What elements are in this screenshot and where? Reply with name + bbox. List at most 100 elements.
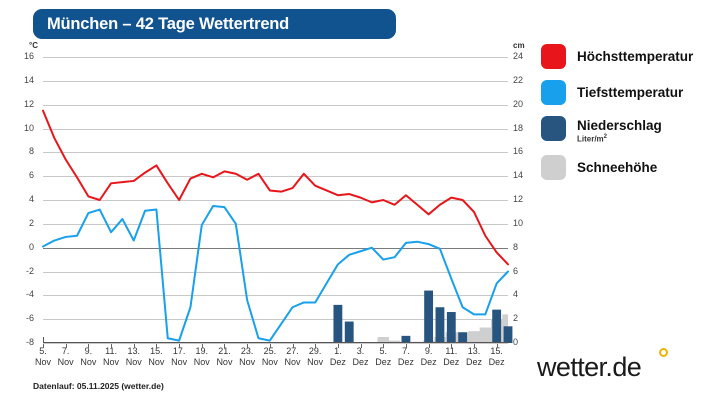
plot-area <box>42 57 513 344</box>
x-tick-mark <box>315 343 317 348</box>
x-tick-month: Dez <box>420 357 437 367</box>
legend-item-niederschlag[interactable]: Niederschlag Liter/m2 <box>541 116 716 144</box>
x-tick-day: 15. <box>490 346 503 356</box>
chart-canvas <box>42 109 513 343</box>
x-tick-7-Nov: 7. Nov <box>46 346 86 368</box>
legend-label-precipitation: Niederschlag <box>577 118 662 133</box>
y-tick-right-22: 22 <box>513 74 524 85</box>
x-tick-month: Nov <box>239 357 256 367</box>
x-tick-5-Dez: 5. Dez <box>363 346 403 368</box>
chart-title-bar: München – 42 Tage Wettertrend <box>33 9 396 39</box>
precipitation-bar <box>401 335 411 343</box>
y-tick-left--6: -6 <box>25 313 34 324</box>
x-tick-day: 5. <box>379 346 387 356</box>
gridline--8 <box>43 343 508 344</box>
y-tick-right-14: 14 <box>513 170 524 181</box>
y-tick-left-14: 14 <box>23 74 34 85</box>
x-tick-day: 13. <box>127 346 140 356</box>
x-tick-21-Nov: 21. Nov <box>204 346 244 368</box>
gridline-14 <box>43 80 508 82</box>
x-tick-month: Nov <box>125 357 142 367</box>
legend-swatch-snow-depth <box>541 154 566 180</box>
x-tick-month: Dez <box>488 357 505 367</box>
x-tick-day: 29. <box>308 346 322 356</box>
max-temperature-line <box>42 109 509 266</box>
legend-swatch-precipitation <box>541 116 566 141</box>
chart-legend: Höchsttemperatur Tiefsttemperatur Nieder… <box>541 44 716 191</box>
x-tick-17-Nov: 17. Nov <box>159 346 199 368</box>
x-axis-origin-tick <box>43 337 44 343</box>
x-tick-mark <box>111 343 113 348</box>
gridline-4 <box>43 200 508 201</box>
x-tick-month: Dez <box>465 357 482 367</box>
y-tick-right-18: 18 <box>513 122 524 133</box>
x-tick-mark <box>451 343 453 348</box>
precipitation-bar <box>446 312 456 343</box>
y-tick-right-24: 24 <box>513 51 524 61</box>
x-tick-day: 15. <box>150 346 163 356</box>
y-tick-right-20: 20 <box>513 98 524 109</box>
x-tick-15-Dez: 15. Dez <box>477 346 517 368</box>
x-tick-mark <box>65 343 67 348</box>
x-tick-mark <box>156 343 158 348</box>
y-tick-right-2: 2 <box>513 313 519 324</box>
x-tick-25-Nov: 25. Nov <box>250 346 290 368</box>
legend-swatch-max-temp <box>541 44 566 69</box>
legend-label-min-temp: Tiefsttemperatur <box>577 85 684 100</box>
x-tick-day: 5. <box>39 346 47 356</box>
gridline-10 <box>43 128 508 130</box>
legend-item-tiefsttemperatur[interactable]: Tiefsttemperatur <box>541 80 716 105</box>
x-tick-month: Dez <box>443 357 460 367</box>
x-tick-day: 9. <box>424 346 433 356</box>
gridline--4 <box>43 295 508 297</box>
x-tick-day: 11. <box>445 346 458 356</box>
x-tick-9-Nov: 9. Nov <box>68 346 108 368</box>
legend-item-hoechsttemperatur[interactable]: Höchsttemperatur <box>541 44 716 69</box>
y-tick-right-16: 16 <box>513 146 524 157</box>
y-tick-right-10: 10 <box>513 217 524 228</box>
x-axis-line <box>43 342 508 343</box>
precipitation-bar <box>424 290 434 343</box>
y-tick-left--8: -8 <box>25 337 34 347</box>
gridline-0 <box>43 247 508 249</box>
x-tick-mark <box>269 343 271 348</box>
y-tick-left--4: -4 <box>25 289 34 300</box>
brand-dot-icon <box>659 348 668 357</box>
x-tick-month: Dez <box>397 357 414 367</box>
x-tick-mark <box>247 343 249 348</box>
gridline--6 <box>43 319 508 321</box>
precipitation-bar <box>458 332 468 343</box>
y-tick-left-8: 8 <box>28 146 34 157</box>
x-tick-7-Dez: 7. Dez <box>386 346 426 368</box>
x-tick-13-Dez: 13. Dez <box>454 346 494 368</box>
x-tick-15-Nov: 15. Nov <box>136 346 176 368</box>
x-tick-mark <box>383 343 385 348</box>
x-tick-day: 3. <box>356 346 365 356</box>
x-tick-3-Dez: 3. Dez <box>341 346 381 368</box>
y-tick-right-0: 0 <box>513 337 519 347</box>
y-tick-right-12: 12 <box>513 194 524 204</box>
x-tick-day: 11. <box>105 346 117 356</box>
x-tick-mark <box>179 343 181 348</box>
x-tick-mark <box>133 343 135 348</box>
x-tick-month: Dez <box>352 357 369 367</box>
y-tick-left-16: 16 <box>23 51 34 61</box>
x-tick-11-Dez: 11. Dez <box>431 346 471 368</box>
x-tick-11-Nov: 11. Nov <box>91 346 131 368</box>
legend-item-schneehoehe[interactable]: Schneehöhe <box>541 154 716 180</box>
x-tick-month: Nov <box>103 357 120 367</box>
x-tick-mark <box>337 343 339 348</box>
x-tick-day: 27. <box>286 346 299 356</box>
x-tick-month: Nov <box>307 357 324 367</box>
right-axis-unit: cm <box>513 41 525 50</box>
legend-label-snow-depth: Schneehöhe <box>577 159 658 175</box>
y-tick-left-0: 0 <box>28 241 34 252</box>
brand-logo-text: wetter.de <box>537 352 642 382</box>
x-tick-27-Nov: 27. Nov <box>273 346 313 368</box>
x-tick-mark <box>496 343 498 348</box>
precipitation-bar <box>503 326 513 343</box>
x-tick-5-Nov: 5. Nov <box>23 346 63 368</box>
page-title: München – 42 Tage Wettertrend <box>47 14 290 33</box>
x-tick-day: 19. <box>195 346 209 356</box>
